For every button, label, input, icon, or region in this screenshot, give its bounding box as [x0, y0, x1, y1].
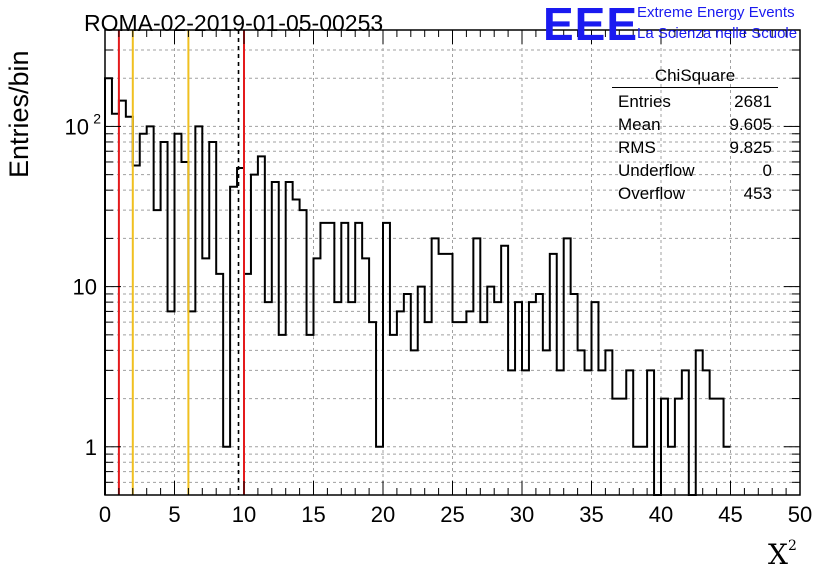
stats-value: 2681: [734, 92, 772, 111]
stats-value: 0: [762, 161, 772, 180]
stats-row-mean: Mean 9.605: [612, 113, 778, 136]
stats-row-overflow: Overflow 453: [612, 182, 778, 205]
x-tick-label: 20: [371, 502, 395, 527]
x-tick-label: 30: [510, 502, 534, 527]
logo-line-1: Extreme Energy Events: [637, 4, 795, 21]
y-tick-label: 1: [85, 435, 97, 460]
stats-row-underflow: Underflow 0: [612, 159, 778, 182]
x-tick-label: 40: [649, 502, 673, 527]
stats-label: Mean: [618, 115, 661, 134]
run-title: ROMA-02-2019-01-05-00253: [84, 10, 384, 36]
x-tick-label: 35: [579, 502, 603, 527]
x-axis-label-sup: 2: [787, 538, 797, 554]
y-tick-label: 10: [65, 114, 89, 139]
x-axis-label: X2: [768, 538, 797, 571]
y-axis-label: Entries/bin: [4, 50, 34, 178]
x-tick-label: 15: [301, 502, 325, 527]
logo-line-2: La Scienza nelle Scuole: [637, 25, 798, 42]
stats-box: ChiSquare Entries 2681 Mean 9.605 RMS 9.…: [612, 66, 778, 205]
x-tick-label: 45: [718, 502, 742, 527]
y-tick-label: 10: [73, 275, 97, 300]
stats-value: 453: [743, 184, 772, 203]
stats-label: Entries: [618, 92, 671, 111]
x-axis-label-base: X: [768, 538, 788, 571]
stats-label: RMS: [618, 138, 656, 157]
x-tick-label: 10: [232, 502, 256, 527]
x-tick-label: 25: [440, 502, 464, 527]
logo-mark: EEE: [543, 0, 639, 50]
x-tick-label: 0: [99, 502, 111, 527]
stats-row-rms: RMS 9.825: [612, 136, 778, 159]
stats-value: 9.825: [729, 138, 772, 157]
x-tick-label: 5: [168, 502, 180, 527]
stats-value: 9.605: [729, 115, 772, 134]
y-tick-label-sup: 2: [93, 110, 101, 126]
histogram-line: [104, 77, 731, 496]
stats-label: Overflow: [618, 184, 686, 203]
stats-label: Underflow: [618, 161, 695, 180]
stats-row-entries: Entries 2681: [612, 90, 778, 113]
x-tick-label: 50: [788, 502, 812, 527]
stats-title: ChiSquare: [612, 66, 778, 88]
